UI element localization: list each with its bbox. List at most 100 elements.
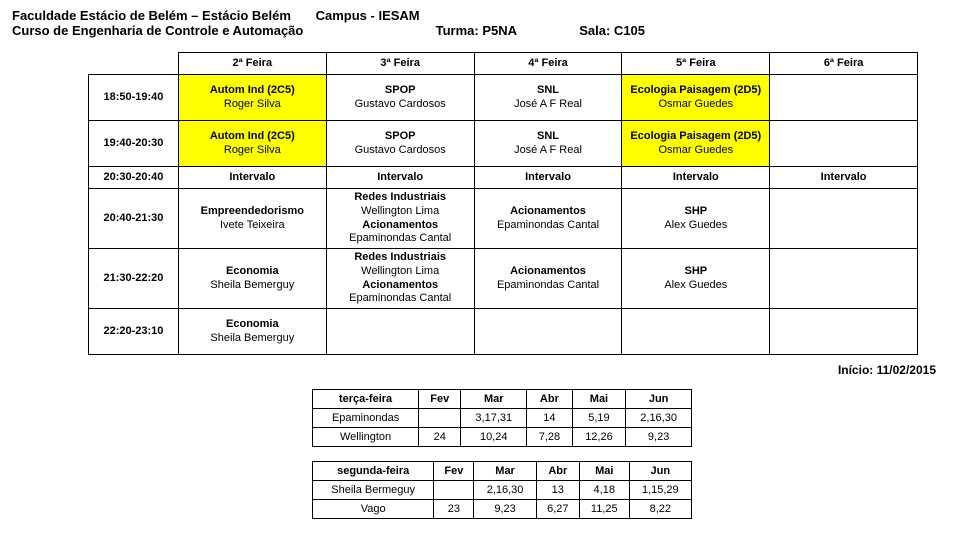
cell-subject: Acionamentos bbox=[479, 205, 618, 219]
cell-subject: SNL bbox=[479, 130, 618, 144]
schedule-cell bbox=[326, 309, 474, 355]
cell-subject: Acionamentos bbox=[479, 265, 618, 279]
mini-cell bbox=[419, 409, 461, 428]
mini-cell: 8,22 bbox=[629, 500, 691, 519]
mini-cell: 5,19 bbox=[572, 409, 626, 428]
cell-subject: SHP bbox=[626, 205, 765, 219]
cell-teacher: Roger Silva bbox=[183, 144, 322, 158]
cell-subject: Empreendedorismo bbox=[183, 205, 322, 219]
mini-row: Sheila Bermeguy2,16,30134,181,15,29 bbox=[313, 481, 692, 500]
cell-subject: Economia bbox=[183, 318, 322, 332]
cell-teacher: Gustavo Cardosos bbox=[331, 144, 470, 158]
mini-cell: 7,28 bbox=[527, 428, 573, 447]
interval-cell: Intervalo bbox=[474, 167, 622, 189]
schedule-cell: EconomiaSheila Bemerguy bbox=[178, 309, 326, 355]
schedule-row: 19:40-20:30Autom Ind (2C5)Roger SilvaSPO… bbox=[89, 121, 918, 167]
interval-cell: Intervalo bbox=[326, 167, 474, 189]
mini-col-header: Abr bbox=[536, 462, 579, 481]
cell-subject: Ecologia Paisagem (2D5) bbox=[626, 84, 765, 98]
cell-subject: SPOP bbox=[331, 130, 470, 144]
schedule-cell bbox=[770, 309, 918, 355]
campus-name: Campus - IESAM bbox=[316, 8, 586, 23]
schedule-table: 2ª Feira 3ª Feira 4ª Feira 5ª Feira 6ª F… bbox=[88, 52, 918, 355]
mini-cell: 3,17,31 bbox=[461, 409, 527, 428]
cell-teacher: Roger Silva bbox=[183, 98, 322, 112]
mini-cell: 12,26 bbox=[572, 428, 626, 447]
start-date: Início: 11/02/2015 bbox=[12, 363, 936, 377]
schedule-cell: Autom Ind (2C5)Roger Silva bbox=[178, 75, 326, 121]
mini-cell: 14 bbox=[527, 409, 573, 428]
cell-subject: Economia bbox=[183, 265, 322, 279]
mini1-header: terça-feiraFevMarAbrMaiJun bbox=[313, 390, 692, 409]
cell-line: Acionamentos bbox=[331, 219, 470, 233]
schedule-cell bbox=[474, 309, 622, 355]
time-cell: 20:40-21:30 bbox=[89, 189, 179, 249]
schedule-cell bbox=[770, 189, 918, 249]
schedule-cell: SNLJosé A F Real bbox=[474, 121, 622, 167]
mini-row-label: Epaminondas bbox=[313, 409, 419, 428]
schedule-cell: SHPAlex Guedes bbox=[622, 249, 770, 309]
faculty-name: Faculdade Estácio de Belém – Estácio Bel… bbox=[12, 8, 312, 23]
time-cell: 18:50-19:40 bbox=[89, 75, 179, 121]
mini-cell: 6,27 bbox=[536, 500, 579, 519]
mini-cell: 13 bbox=[536, 481, 579, 500]
room-id: Sala: C105 bbox=[579, 23, 699, 38]
header-line-2: Curso de Engenharia de Controle e Automa… bbox=[12, 23, 948, 38]
mini-cell: 2,16,30 bbox=[474, 481, 536, 500]
mini-cell bbox=[434, 481, 474, 500]
mini-cell: 9,23 bbox=[626, 428, 692, 447]
schedule-row: 22:20-23:10EconomiaSheila Bemerguy bbox=[89, 309, 918, 355]
schedule-cell: EmpreendedorismoIvete Teixeira bbox=[178, 189, 326, 249]
mini2-body: Sheila Bermeguy2,16,30134,181,15,29Vago2… bbox=[313, 481, 692, 519]
schedule-cell: SHPAlex Guedes bbox=[622, 189, 770, 249]
schedule-row: 21:30-22:20EconomiaSheila BemerguyRedes … bbox=[89, 249, 918, 309]
cell-subject: Autom Ind (2C5) bbox=[183, 84, 322, 98]
cell-line: Wellington Lima bbox=[331, 205, 470, 219]
mini-row-label: Wellington bbox=[313, 428, 419, 447]
interval-cell: Intervalo bbox=[622, 167, 770, 189]
mini-cell: 2,16,30 bbox=[626, 409, 692, 428]
mini-cell: 1,15,29 bbox=[629, 481, 691, 500]
schedule-cell: SNLJosé A F Real bbox=[474, 75, 622, 121]
cell-teacher: Epaminondas Cantal bbox=[479, 279, 618, 293]
schedule-body: 18:50-19:40Autom Ind (2C5)Roger SilvaSPO… bbox=[89, 75, 918, 355]
mini-col-header: Mai bbox=[572, 390, 626, 409]
schedule-cell: Ecologia Paisagem (2D5)Osmar Guedes bbox=[622, 75, 770, 121]
cell-line: Epaminondas Cantal bbox=[331, 292, 470, 306]
schedule-row: 20:30-20:40IntervaloIntervaloIntervaloIn… bbox=[89, 167, 918, 189]
mini-col-header: Mar bbox=[461, 390, 527, 409]
cell-subject: SHP bbox=[626, 265, 765, 279]
cell-teacher: Ivete Teixeira bbox=[183, 219, 322, 233]
mini-row: Epaminondas 3,17,31145,192,16,30 bbox=[313, 409, 692, 428]
schedule-cell: Autom Ind (2C5)Roger Silva bbox=[178, 121, 326, 167]
mini-col-header: Fev bbox=[434, 462, 474, 481]
cell-subject: Autom Ind (2C5) bbox=[183, 130, 322, 144]
cell-line: Redes Industriais bbox=[331, 251, 470, 265]
class-id: Turma: P5NA bbox=[436, 23, 576, 38]
schedule-cell: EconomiaSheila Bemerguy bbox=[178, 249, 326, 309]
mini2-header: segunda-feiraFevMarAbrMaiJun bbox=[313, 462, 692, 481]
interval-cell: Intervalo bbox=[770, 167, 918, 189]
cell-teacher: Gustavo Cardosos bbox=[331, 98, 470, 112]
time-cell: 22:20-23:10 bbox=[89, 309, 179, 355]
schedule-row: 20:40-21:30EmpreendedorismoIvete Teixeir… bbox=[89, 189, 918, 249]
mini-table-1: terça-feiraFevMarAbrMaiJun Epaminondas 3,… bbox=[312, 389, 692, 447]
schedule-cell bbox=[770, 75, 918, 121]
mini-table-2: segunda-feiraFevMarAbrMaiJun Sheila Berm… bbox=[312, 461, 692, 519]
time-cell: 21:30-22:20 bbox=[89, 249, 179, 309]
schedule-cell: AcionamentosEpaminondas Cantal bbox=[474, 249, 622, 309]
schedule-cell bbox=[622, 309, 770, 355]
mini-row-label: Sheila Bermeguy bbox=[313, 481, 434, 500]
mini-col-header: Fev bbox=[419, 390, 461, 409]
schedule-cell: Redes IndustriaisWellington LimaAcioname… bbox=[326, 249, 474, 309]
schedule-cell: Ecologia Paisagem (2D5)Osmar Guedes bbox=[622, 121, 770, 167]
cell-teacher: Alex Guedes bbox=[626, 219, 765, 233]
mini1-body: Epaminondas3,17,31145,192,16,30Wellingto… bbox=[313, 409, 692, 447]
corner-cell bbox=[89, 53, 179, 75]
cell-line: Epaminondas Cantal bbox=[331, 232, 470, 246]
cell-line: Acionamentos bbox=[331, 279, 470, 293]
header-line-1: Faculdade Estácio de Belém – Estácio Bel… bbox=[12, 8, 948, 23]
mini-row: Wellington2410,247,2812,269,23 bbox=[313, 428, 692, 447]
mini-col-header: Mar bbox=[474, 462, 536, 481]
schedule-row: 18:50-19:40Autom Ind (2C5)Roger SilvaSPO… bbox=[89, 75, 918, 121]
